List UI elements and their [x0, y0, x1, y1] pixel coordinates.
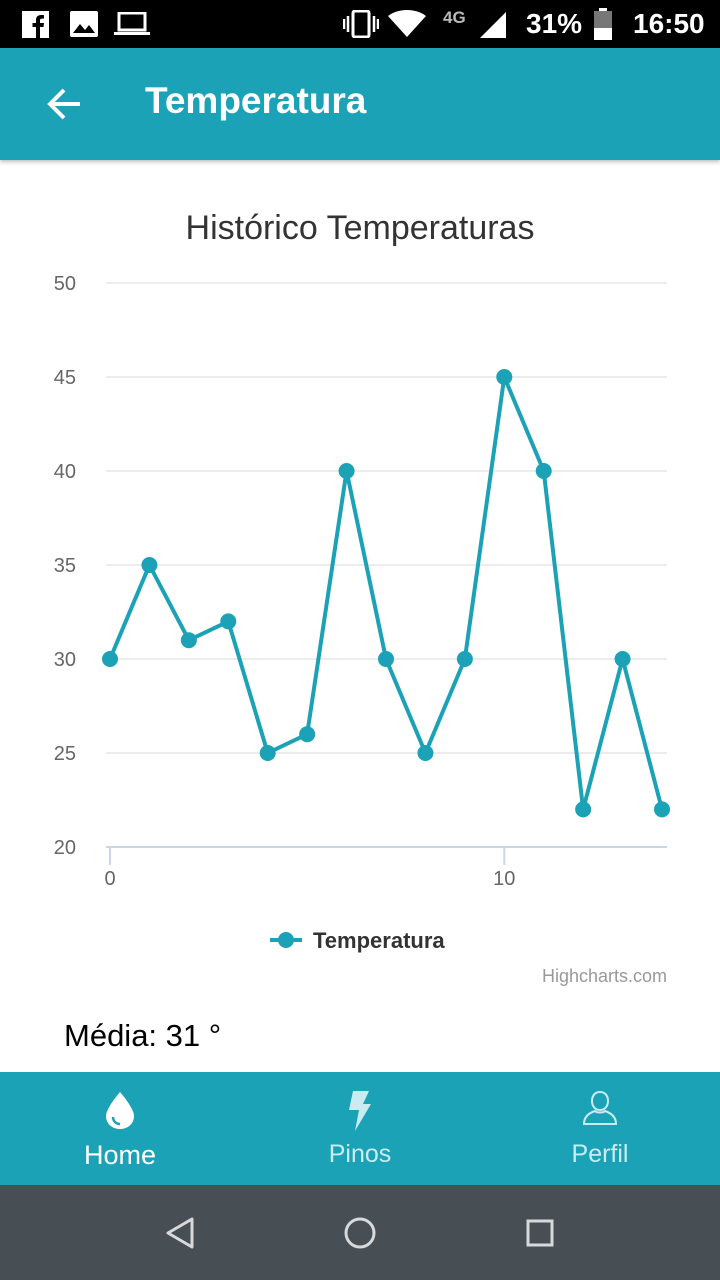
temperature-chart: Histórico Temperaturas 20 25 30 35 40 45 50 0 1…	[54, 209, 670, 986]
x-tick-label: 0	[104, 868, 115, 890]
status-bar: 4G 31% 16:50	[0, 0, 720, 48]
y-tick-label: 50	[54, 273, 76, 295]
x-tick-label: 10	[493, 868, 515, 890]
data-point[interactable]	[378, 651, 394, 667]
page-title: Temperatura	[145, 80, 367, 121]
battery-icon	[594, 8, 612, 40]
data-point[interactable]	[180, 632, 197, 649]
legend-label: Temperatura	[313, 928, 445, 953]
legend[interactable]: Temperatura	[270, 928, 445, 953]
nav-label-pinos: Pinos	[328, 1140, 392, 1168]
data-point[interactable]	[614, 651, 631, 667]
data-point[interactable]	[417, 745, 434, 761]
y-tick-label: 25	[54, 743, 76, 765]
nav-label-perfil: Perfil	[571, 1140, 629, 1168]
facebook-icon	[22, 11, 49, 38]
data-point[interactable]	[456, 651, 473, 667]
back-button[interactable]	[40, 84, 88, 124]
home-circle-icon[interactable]	[340, 1213, 380, 1253]
chart-title: Histórico Temperaturas	[186, 209, 535, 247]
y-axis-labels: 20 25 30 35 40 45 50	[54, 273, 76, 859]
bottom-nav: Home Pinos Perfil	[0, 1072, 720, 1185]
system-navigation-bar	[0, 1185, 720, 1280]
user-profile-icon	[582, 1090, 618, 1125]
network-type-label: 4G	[443, 8, 466, 27]
y-tick-label: 20	[54, 837, 76, 859]
data-point[interactable]	[102, 651, 118, 667]
nav-item-home[interactable]: Home	[0, 1072, 240, 1185]
vibrate-icon	[343, 10, 379, 38]
water-drop-icon	[106, 1092, 134, 1129]
average-temperature: Média: 31 °	[64, 1018, 222, 1053]
nav-item-pinos[interactable]: Pinos	[240, 1072, 480, 1185]
data-point[interactable]	[299, 726, 316, 743]
arrow-back-icon	[47, 88, 80, 120]
credits-link[interactable]: Highcharts.com	[542, 966, 667, 986]
data-point[interactable]	[259, 745, 276, 761]
y-tick-label: 30	[54, 649, 76, 671]
data-point[interactable]	[496, 369, 513, 385]
data-point[interactable]	[220, 613, 237, 630]
y-tick-label: 40	[54, 461, 76, 483]
data-point[interactable]	[654, 801, 670, 818]
y-tick-label: 45	[54, 367, 76, 389]
data-point[interactable]	[535, 463, 552, 479]
grid-lines	[106, 282, 667, 754]
x-axis: 0 10	[104, 846, 667, 890]
back-triangle-icon[interactable]	[160, 1213, 200, 1253]
data-point[interactable]	[338, 463, 355, 479]
battery-percentage: 31%	[526, 8, 583, 39]
y-tick-label: 35	[54, 555, 76, 577]
nav-item-perfil[interactable]: Perfil	[480, 1072, 720, 1185]
series-layer	[102, 369, 670, 818]
lightning-bolt-icon	[349, 1091, 371, 1131]
legend-marker	[278, 932, 294, 948]
data-point[interactable]	[575, 801, 592, 818]
image-icon	[70, 11, 98, 37]
data-point[interactable]	[141, 557, 158, 573]
recents-square-icon[interactable]	[520, 1213, 560, 1253]
laptop-icon	[114, 12, 150, 35]
signal-icon	[480, 12, 506, 38]
wifi-icon	[388, 10, 426, 37]
app-bar: Temperatura	[0, 48, 720, 160]
series-line	[108, 375, 664, 812]
clock: 16:50	[633, 8, 705, 39]
nav-label-home: Home	[83, 1140, 157, 1170]
